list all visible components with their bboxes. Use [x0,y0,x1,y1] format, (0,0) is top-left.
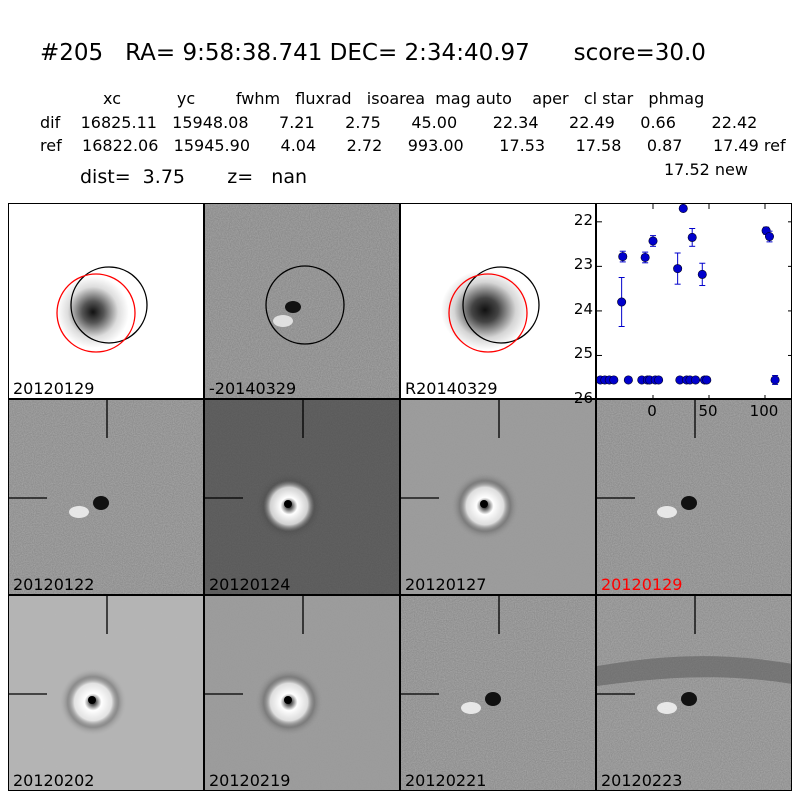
reference-image [401,204,595,398]
reference-image-panel: R20140329 [400,203,596,399]
reference-aperture-circle [70,266,148,344]
panel-label: R20140329 [405,379,498,398]
dif-row: dif 16825.11 15948.08 7.21 2.75 45.00 22… [40,113,758,132]
data-point [609,375,619,385]
y-tick-label: 25 [573,344,593,363]
data-point [770,375,780,385]
panel-label: 20120129 [13,379,95,398]
data-point [691,375,701,385]
data-point [678,204,688,213]
difference-stamp: 20120129 [596,399,792,595]
data-point [687,232,697,242]
x-tick-label: 0 [647,402,657,420]
y-tick-label: 22 [573,210,593,229]
science-image-panel: 20120129 [8,203,204,399]
stamp-image [401,596,595,790]
stamp-date-label: 20120221 [405,771,487,790]
difference-stamp: 20120127 [400,399,596,595]
lightcurve-plot [597,204,791,398]
data-point [673,264,683,274]
difference-stamp: 20120219 [204,595,400,791]
stamp-image [205,400,399,594]
candidate-aperture-circle [56,273,136,353]
data-point [654,375,664,385]
new-mag-row: 17.52 new [664,160,748,179]
data-point [648,236,658,246]
data-point [702,375,712,385]
stamp-image [9,596,203,790]
distance-line: dist= 3.75 z= nan [80,166,308,188]
panel-label: -20140329 [209,379,297,398]
lightcurve-panel [596,203,792,399]
stamp-date-label: 20120129 [601,575,683,594]
stamp-image [597,400,791,594]
stamp-date-label: 20120202 [13,771,95,790]
y-tick-label: 23 [573,255,593,274]
difference-stamp: 20120202 [8,595,204,791]
x-tick-label: 100 [749,402,779,420]
difference-stamp: 20120221 [400,595,596,791]
difference-image [205,204,399,398]
difference-stamp: 20120223 [596,595,792,791]
y-tick-label: 24 [573,299,593,318]
stamp-image [205,596,399,790]
difference-stamp: 20120124 [204,399,400,595]
stamp-image [597,596,791,790]
difference-image-panel: -20140329 [204,203,400,399]
data-point [697,269,707,279]
candidate-aperture-circle [448,273,528,353]
stamp-date-label: 20120223 [601,771,683,790]
data-point [617,297,627,307]
column-headers: xc yc fwhm fluxrad isoarea mag auto aper… [103,89,705,108]
stamp-date-label: 20120124 [209,575,291,594]
stamp-date-label: 20120127 [405,575,487,594]
science-image [9,204,203,398]
y-tick-label: 26 [573,389,593,407]
difference-stamp: 20120122 [8,399,204,595]
data-point [640,252,650,262]
ref-row: ref 16822.06 15945.90 4.04 2.72 993.00 1… [40,136,786,155]
data-point [618,252,628,262]
data-point [623,375,633,385]
aperture-circle [265,265,345,345]
data-point [764,232,774,242]
x-tick-label: 50 [698,402,718,420]
stamp-date-label: 20120219 [209,771,291,790]
reference-aperture-circle [462,266,540,344]
stamp-image [401,400,595,594]
candidate-title: #205 RA= 9:58:38.741 DEC= 2:34:40.97 sco… [40,40,706,66]
stamp-date-label: 20120122 [13,575,95,594]
stamp-image [9,400,203,594]
